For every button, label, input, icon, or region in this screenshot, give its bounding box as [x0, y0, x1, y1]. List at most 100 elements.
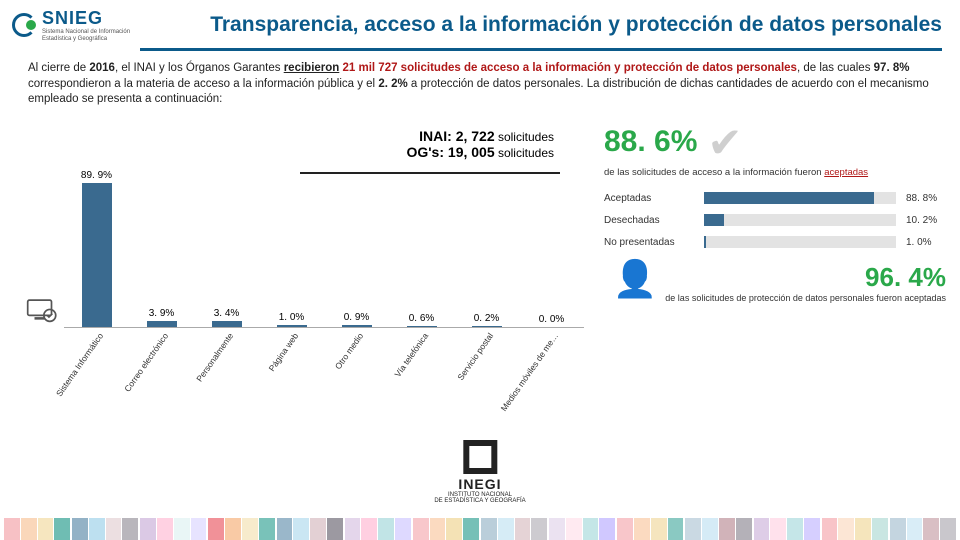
bar-category-label: Medios móviles de me… — [498, 331, 560, 413]
footer-block — [361, 518, 377, 540]
footer-block — [787, 518, 803, 540]
footer-block — [583, 518, 599, 540]
progress-bar — [704, 236, 896, 248]
footer-block — [72, 518, 88, 540]
bar-column: 1. 0%Página web — [263, 312, 320, 327]
footer-block — [736, 518, 752, 540]
footer-block — [327, 518, 343, 540]
footer-block — [515, 518, 531, 540]
chart-title1-value: 2, 722 — [456, 128, 495, 144]
bar — [407, 326, 437, 327]
footer-block-group — [617, 518, 683, 540]
inegi-logo-text: INEGI — [434, 476, 525, 492]
snieg-logo-sub2: Estadística y Geográfica — [42, 36, 130, 43]
bar-category-label: Página web — [266, 331, 300, 373]
stat-big-2: 96. 4% — [665, 262, 946, 293]
intro-text: Al cierre de — [28, 62, 89, 74]
page-title: Transparencia, acceso a la información y… — [130, 13, 942, 37]
footer-block — [907, 518, 923, 540]
footer-block — [122, 518, 138, 540]
footer-block — [549, 518, 565, 540]
bar-value-label: 3. 9% — [133, 308, 190, 319]
intro-text: , de las cuales — [797, 62, 874, 74]
footer-block — [54, 518, 70, 540]
footer-block — [463, 518, 479, 540]
bar-column: 0. 9%Otro medio — [328, 312, 385, 326]
bar-column: 0. 0%Medios móviles de me… — [523, 314, 580, 327]
inegi-logo: INEGI INSTITUTO NACIONAL DE ESTADÍSTICA … — [434, 440, 525, 504]
person-icon: 👤 — [612, 258, 657, 300]
bar-category-label: Sistema Informático — [53, 331, 104, 398]
footer-block — [754, 518, 770, 540]
footer-block — [634, 518, 650, 540]
footer-block-group — [549, 518, 615, 540]
footer-block-group — [822, 518, 888, 540]
footer-block — [498, 518, 514, 540]
footer-block — [413, 518, 429, 540]
footer-block-group — [277, 518, 343, 540]
footer-block — [395, 518, 411, 540]
bar — [82, 183, 112, 327]
main-area: INAI: 2, 722 solicitudes OG's: 19, 005 s… — [0, 108, 960, 368]
inegi-logo-sub2: DE ESTADÍSTICA Y GEOGRAFÍA — [434, 498, 525, 504]
footer-block — [4, 518, 20, 540]
footer-block — [770, 518, 786, 540]
bar-value-label: 0. 9% — [328, 312, 385, 323]
footer-block — [804, 518, 820, 540]
footer-block — [225, 518, 241, 540]
stat-big-2-sub: de las solicitudes de protección de dato… — [665, 293, 946, 304]
intro-paragraph: Al cierre de 2016, el INAI y los Órganos… — [0, 57, 960, 108]
footer-block — [38, 518, 54, 540]
bar-column: 3. 9%Correo electrónico — [133, 308, 190, 327]
footer-block — [259, 518, 275, 540]
footer-block-group — [413, 518, 479, 540]
bar-category-label: Servicio postal — [455, 331, 495, 382]
intro-text: , el INAI y los Órganos Garantes — [115, 62, 284, 74]
footer-block — [531, 518, 547, 540]
footer-block-group — [4, 518, 70, 540]
footer-block — [481, 518, 497, 540]
bar-category-label: Otro medio — [332, 331, 364, 371]
progress-row: Aceptadas88. 8% — [604, 192, 946, 204]
snieg-logo-text: SNIEG — [42, 8, 130, 29]
bar-category-label: Vía telefónica — [392, 331, 430, 379]
bar-category-label: Correo electrónico — [122, 331, 170, 394]
footer-block — [685, 518, 701, 540]
bar-category-label: Personalmente — [194, 331, 235, 384]
snieg-logo: SNIEG Sistema Nacional de Información Es… — [12, 8, 130, 42]
footer-block — [651, 518, 667, 540]
footer-block — [89, 518, 105, 540]
progress-value: 88. 8% — [906, 193, 946, 204]
footer-block — [940, 518, 956, 540]
footer-block — [719, 518, 735, 540]
footer-block — [822, 518, 838, 540]
bar-value-label: 0. 6% — [393, 313, 450, 324]
progress-fill — [704, 236, 706, 248]
footer-block — [890, 518, 906, 540]
footer-block-group — [345, 518, 411, 540]
footer-block — [191, 518, 207, 540]
footer-block — [140, 518, 156, 540]
footer-block — [430, 518, 446, 540]
progress-value: 1. 0% — [906, 237, 946, 248]
footer-block — [872, 518, 888, 540]
footer-block — [855, 518, 871, 540]
bar-value-label: 0. 0% — [523, 314, 580, 325]
progress-label: Desechadas — [604, 215, 694, 226]
stat-sub-text: de las solicitudes de protección de dato… — [665, 293, 904, 303]
footer-block — [446, 518, 462, 540]
stat-sub-text: de las solicitudes de acceso a la inform… — [604, 167, 824, 178]
footer-block — [21, 518, 37, 540]
footer-block-group — [685, 518, 751, 540]
bar-value-label: 1. 0% — [263, 312, 320, 323]
footer-block-group — [140, 518, 206, 540]
bar-column: 89. 9%Sistema Informático — [68, 170, 125, 327]
stat-big-1-sub: de las solicitudes de acceso a la inform… — [604, 167, 946, 178]
intro-year: 2016 — [89, 62, 115, 74]
inegi-logo-mark — [463, 440, 497, 474]
bar-value-label: 89. 9% — [68, 170, 125, 181]
progress-row: No presentadas1. 0% — [604, 236, 946, 248]
footer-block — [174, 518, 190, 540]
stat-big-1: 88. 6% — [604, 125, 697, 159]
progress-rows: Aceptadas88. 8%Desechadas10. 2%No presen… — [604, 192, 946, 248]
